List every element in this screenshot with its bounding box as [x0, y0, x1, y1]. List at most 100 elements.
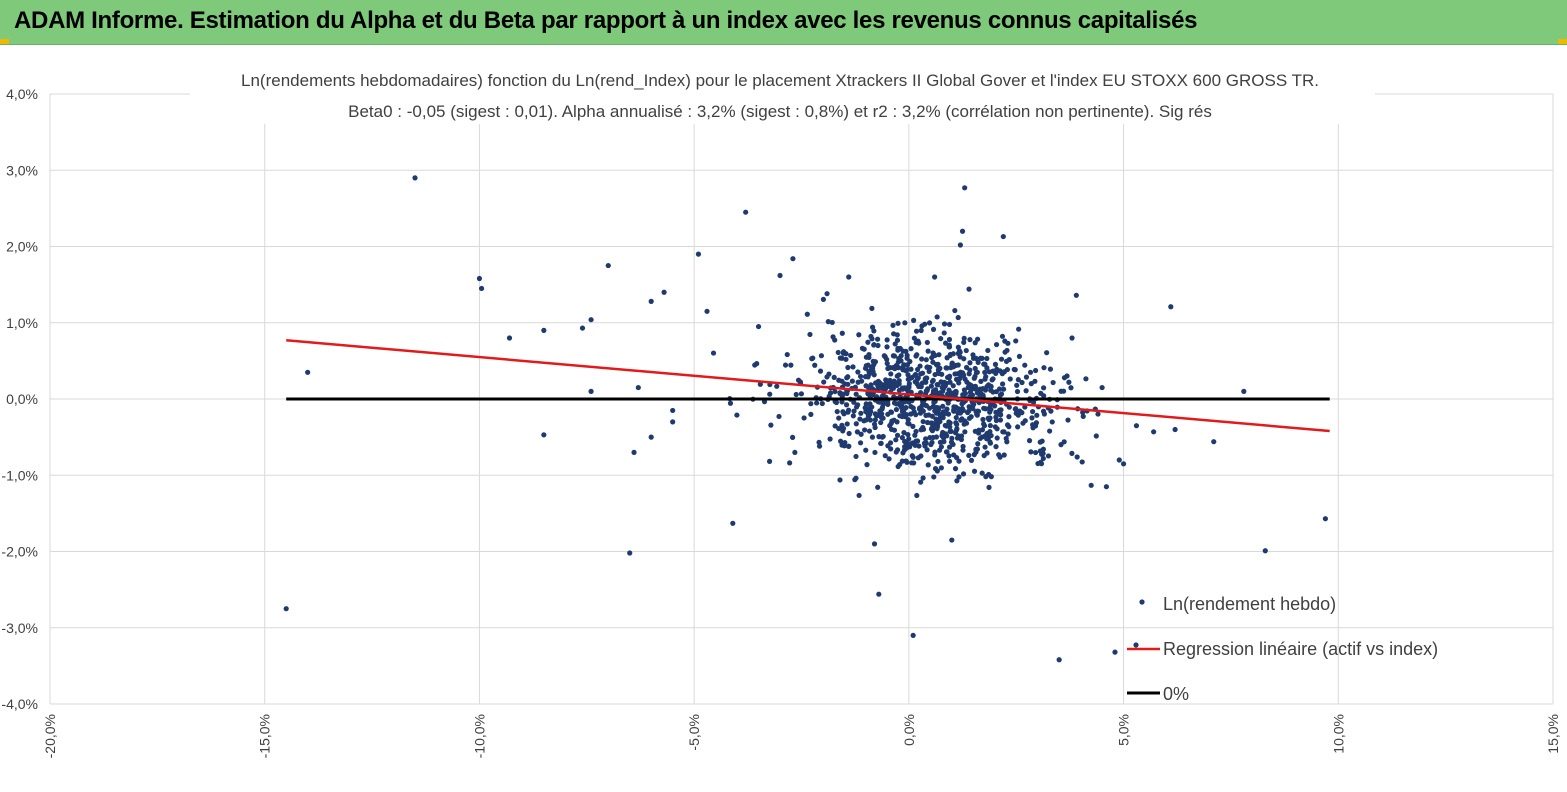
scatter-point — [1049, 419, 1055, 425]
scatter-point — [902, 385, 908, 391]
scatter-point — [993, 370, 999, 376]
scatter-point — [863, 447, 869, 453]
scatter-point — [904, 459, 910, 465]
y-tick-label: -4,0% — [1, 696, 38, 712]
scatter-point — [1047, 366, 1054, 372]
scatter-point — [913, 328, 920, 334]
scatter-point — [810, 355, 816, 361]
scatter-point — [903, 368, 909, 374]
scatter-point — [975, 441, 981, 447]
scatter-point — [946, 453, 952, 459]
scatter-point — [933, 434, 940, 440]
scatter-point — [933, 410, 940, 416]
scatter-point — [670, 419, 676, 425]
scatter-point — [1095, 411, 1101, 417]
scatter-point — [839, 399, 845, 405]
scatter-point — [930, 350, 936, 357]
scatter-point — [985, 435, 992, 441]
scatter-point — [936, 352, 942, 358]
scatter-point — [670, 407, 676, 414]
scatter-point — [935, 382, 941, 388]
scatter-point — [919, 356, 925, 362]
legend-scatter-marker — [1139, 599, 1145, 605]
scatter-point — [1040, 455, 1046, 462]
scatter-point — [865, 413, 872, 419]
scatter-point — [934, 362, 940, 368]
scatter-point — [1048, 408, 1054, 414]
scatter-point — [478, 285, 485, 292]
scatter-point — [985, 415, 991, 421]
scatter-point — [754, 361, 760, 367]
scatter-point — [883, 385, 889, 392]
scatter-point — [896, 378, 902, 384]
scatter-point — [891, 331, 897, 337]
scatter-point — [1005, 431, 1011, 437]
scatter-point — [952, 371, 958, 377]
scatter-point — [990, 389, 996, 395]
scatter-point — [808, 411, 814, 417]
scatter-point — [768, 422, 774, 428]
scatter-point — [972, 365, 978, 372]
y-tick-label: 1,0% — [6, 315, 38, 331]
scatter-point — [850, 364, 856, 370]
scatter-point — [837, 477, 843, 483]
x-tick-label: 5,0% — [1116, 714, 1132, 746]
scatter-point — [1023, 388, 1029, 394]
scatter-point — [949, 435, 955, 441]
scatter-point — [902, 438, 908, 445]
chart-title-line1: Ln(rendements hebdomadaires) fonction du… — [241, 71, 1319, 90]
scatter-point — [837, 390, 843, 396]
report-header: ADAM Informe. Estimation du Alpha et du … — [0, 0, 1567, 45]
scatter-point — [957, 354, 963, 360]
scatter-point — [579, 325, 586, 331]
scatter-point — [916, 406, 923, 412]
scatter-point — [923, 412, 929, 419]
legend-regression-dot — [1133, 642, 1139, 648]
scatter-point — [918, 327, 924, 334]
scatter-point — [1012, 406, 1018, 412]
scatter-point — [1041, 365, 1047, 371]
scatter-point — [827, 390, 834, 396]
scatter-point — [1120, 461, 1127, 467]
scatter-point — [845, 381, 851, 387]
scatter-point — [541, 327, 547, 333]
scatter-point — [988, 383, 994, 389]
scatter-point — [987, 440, 994, 446]
scatter-point — [998, 356, 1005, 362]
scatter-point — [832, 388, 838, 395]
scatter-point — [960, 447, 966, 453]
scatter-point — [1103, 484, 1109, 490]
scatter-point — [962, 390, 968, 397]
scatter-point — [819, 400, 825, 407]
scatter-point — [588, 317, 594, 323]
scatter-point — [845, 364, 851, 371]
scatter-point — [923, 379, 929, 385]
scatter-point — [891, 378, 897, 384]
scatter-point — [1029, 415, 1035, 421]
scatter-point — [901, 407, 907, 413]
scatter-point — [627, 550, 633, 556]
scatter-point — [631, 449, 637, 455]
scatter-point — [944, 374, 951, 381]
scatter-point — [892, 341, 898, 347]
scatter-point — [757, 381, 763, 387]
scatter-point — [1050, 379, 1056, 386]
scatter-point — [973, 370, 980, 376]
scatter-point — [506, 335, 513, 341]
scatter-point — [932, 466, 939, 472]
scatter-point — [777, 272, 783, 279]
scatter-point — [865, 405, 872, 412]
scatter-point — [946, 419, 952, 425]
scatter-point — [1056, 657, 1062, 663]
x-tick-label: 15,0% — [1545, 714, 1561, 754]
scatter-point — [953, 388, 959, 395]
scatter-point — [893, 406, 900, 413]
scatter-point — [914, 438, 921, 444]
scatter-point — [970, 405, 976, 412]
scatter-point — [849, 378, 855, 384]
scatter-point — [541, 432, 547, 438]
scatter-point — [894, 447, 901, 453]
x-tick-label: 0,0% — [901, 714, 917, 746]
scatter-point — [831, 374, 837, 380]
scatter-point — [928, 441, 934, 448]
